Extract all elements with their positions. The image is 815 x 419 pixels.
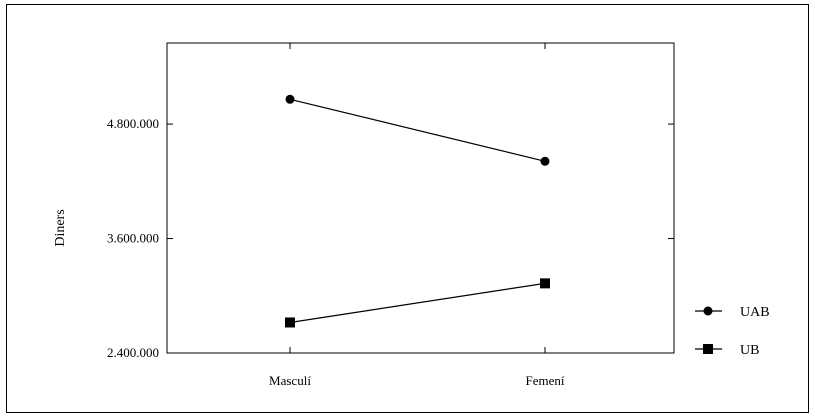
legend: UAB UB <box>695 305 770 358</box>
data-point-uab <box>540 156 550 166</box>
x-tick-label: Femení <box>526 373 565 388</box>
x-tick-label: Masculí <box>269 373 311 388</box>
y-tick-label: 4.800.000 <box>107 116 159 131</box>
chart-frame <box>6 4 809 413</box>
series-group <box>285 94 550 328</box>
data-point-ub <box>540 278 550 289</box>
x-axis-ticks: Masculí Femení <box>269 43 565 388</box>
legend-label: UAB <box>740 305 770 320</box>
y-tick-label: 2.400.000 <box>107 345 159 360</box>
data-point-uab <box>285 94 295 104</box>
series-line-uab <box>289 98 546 162</box>
y-tick-label: 3.600.000 <box>107 231 159 246</box>
series-line-ub <box>289 282 546 324</box>
legend-marker-ub <box>703 344 713 354</box>
legend-label: UB <box>740 343 759 358</box>
plot-area <box>166 42 675 354</box>
y-axis-ticks: 2.400.000 3.600.000 4.800.000 <box>107 116 674 360</box>
data-point-ub <box>285 317 295 328</box>
legend-marker-uab <box>703 306 713 316</box>
y-axis-title: Diners <box>53 209 68 246</box>
